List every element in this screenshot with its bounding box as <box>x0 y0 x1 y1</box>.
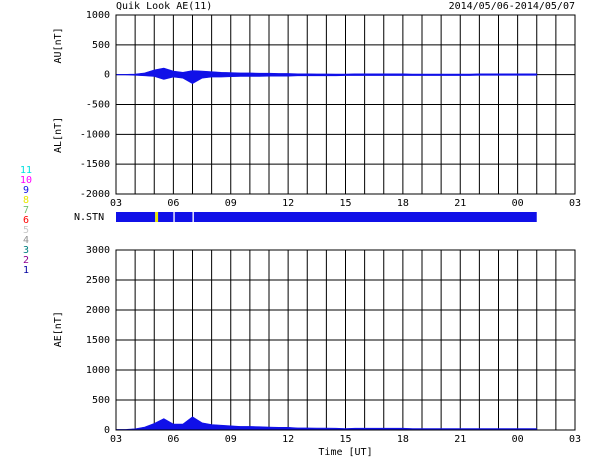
x-axis-label: Time [UT] <box>318 447 372 458</box>
y-tick-label: -1000 <box>80 129 110 140</box>
legend-level: 1 <box>23 265 29 276</box>
legend-level: 4 <box>23 235 29 246</box>
y-tick-label: -2000 <box>80 189 110 200</box>
legend-level: 2 <box>23 255 29 266</box>
area <box>115 67 538 75</box>
chart-title: Quik Look AE(11) <box>116 1 212 12</box>
plot-frame <box>115 249 576 431</box>
x-tick-label: 15 <box>339 198 351 209</box>
y-tick-label: -500 <box>86 100 110 111</box>
legend-level: 10 <box>20 175 32 186</box>
legend-level: 5 <box>23 225 29 236</box>
y-axis-label: AU[nT] <box>53 27 64 63</box>
x-tick-label: 12 <box>282 434 294 445</box>
x-tick-label: 00 <box>512 198 524 209</box>
legend-level: 3 <box>23 245 29 256</box>
area <box>115 74 538 84</box>
station-segment <box>158 212 174 222</box>
x-tick-label: 03 <box>569 434 581 445</box>
y-tick-label: 2000 <box>86 305 110 316</box>
x-tick-label: 03 <box>110 434 122 445</box>
band-label: N.STN <box>74 212 104 223</box>
y-axis-label: AL[nT] <box>53 117 64 153</box>
y-tick-label: 2500 <box>86 275 110 286</box>
y-tick-label: 0 <box>104 425 110 436</box>
x-tick-label: 18 <box>397 434 409 445</box>
y-tick-label: 3000 <box>86 245 110 256</box>
y-tick-label: 1000 <box>86 10 110 21</box>
x-tick-label: 00 <box>512 434 524 445</box>
x-tick-label: 09 <box>225 198 237 209</box>
y-tick-label: 500 <box>92 395 110 406</box>
legend-level: 7 <box>23 205 29 216</box>
x-tick-label: 06 <box>167 434 179 445</box>
legend-level: 6 <box>23 215 29 226</box>
station-segment <box>174 212 193 222</box>
y-tick-label: 500 <box>92 40 110 51</box>
y-axis-label: AE[nT] <box>53 311 64 347</box>
area <box>115 416 538 431</box>
x-tick-label: 21 <box>454 434 466 445</box>
x-tick-label: 21 <box>454 198 466 209</box>
station-segment <box>116 212 156 222</box>
x-tick-label: 09 <box>225 434 237 445</box>
plot-frame <box>115 14 576 195</box>
station-segment <box>155 212 159 222</box>
station-segment <box>193 212 537 222</box>
x-tick-label: 18 <box>397 198 409 209</box>
y-tick-label: 1000 <box>86 365 110 376</box>
x-tick-label: 15 <box>339 434 351 445</box>
legend-level: 11 <box>20 165 32 176</box>
x-tick-label: 12 <box>282 198 294 209</box>
y-tick-label: -1500 <box>80 159 110 170</box>
legend-level: 9 <box>23 185 29 196</box>
y-tick-label: 0 <box>104 70 110 81</box>
date-range: 2014/05/06-2014/05/07 <box>449 1 575 12</box>
legend-level: 8 <box>23 195 29 206</box>
y-tick-label: 1500 <box>86 335 110 346</box>
x-tick-label: 03 <box>569 198 581 209</box>
x-tick-label: 06 <box>167 198 179 209</box>
x-tick-label: 03 <box>110 198 122 209</box>
